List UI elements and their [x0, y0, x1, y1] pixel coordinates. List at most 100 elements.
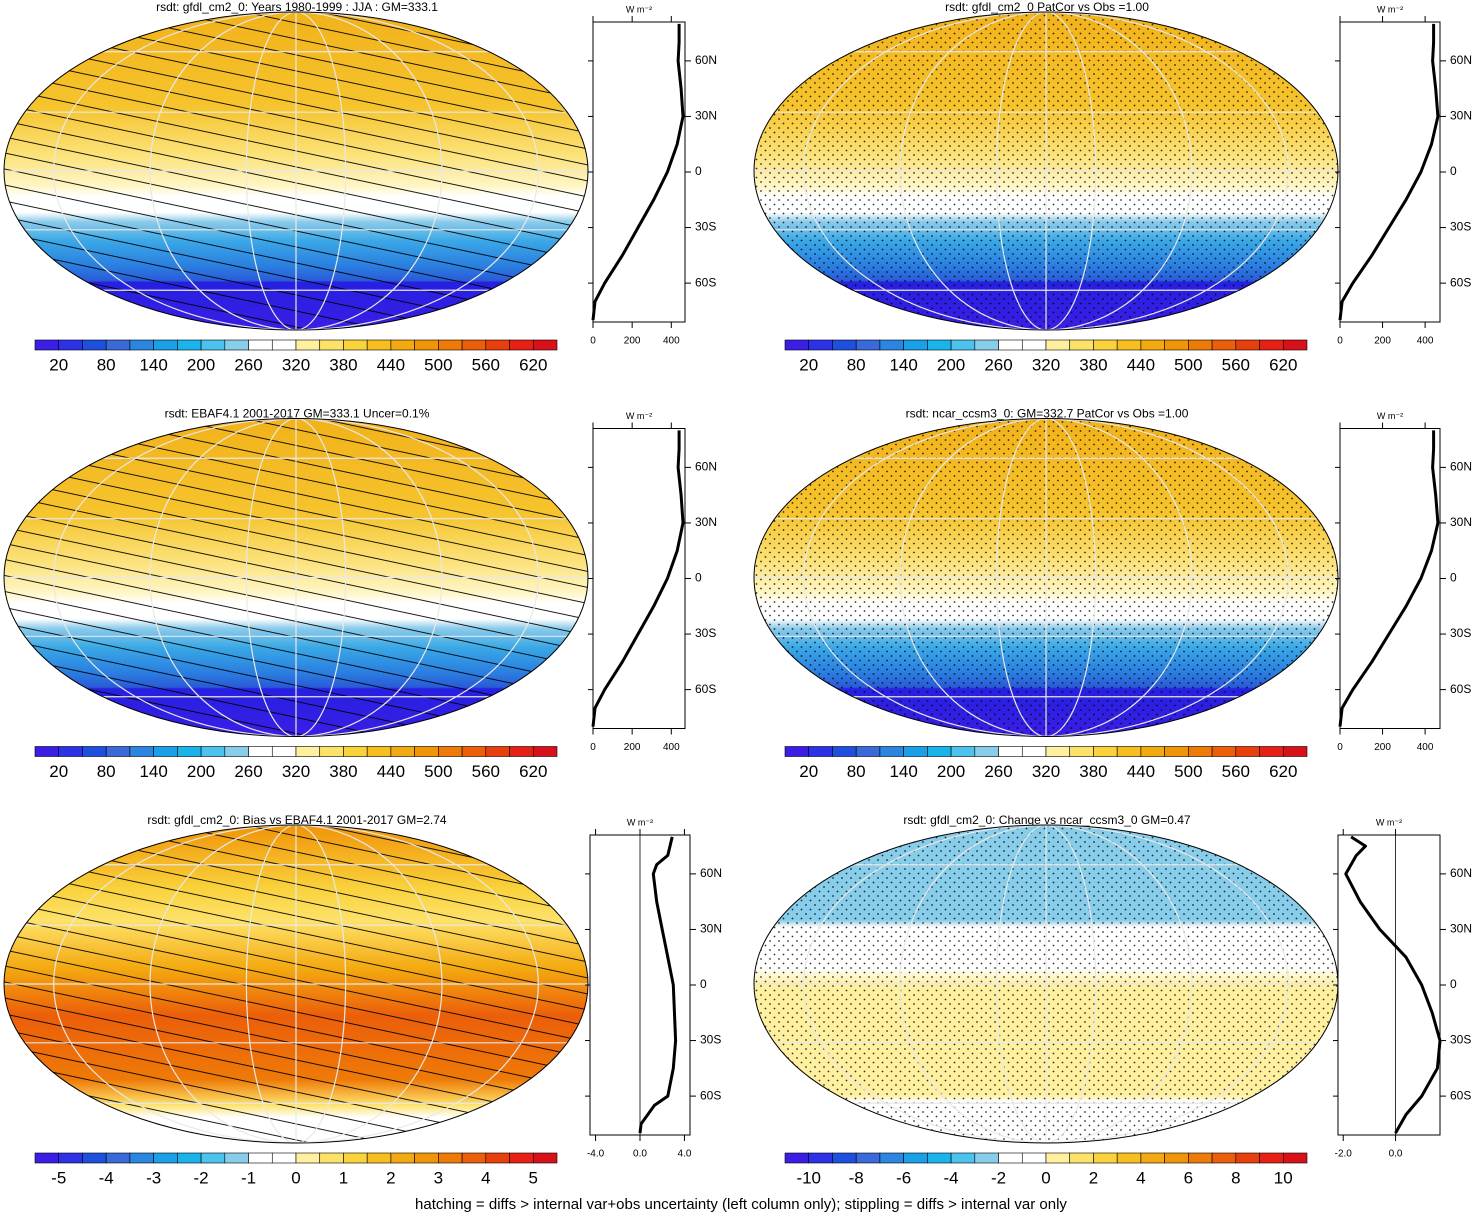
- x-tick-label: 0.0: [633, 1149, 647, 1160]
- colorbar-box: [927, 339, 952, 351]
- colorbar-label: 4: [1136, 1168, 1145, 1187]
- colorbar-box: [200, 1152, 226, 1164]
- colorbar-box: [808, 1152, 833, 1164]
- colorbar-box: [808, 339, 833, 351]
- colorbar-box: [34, 1152, 60, 1164]
- panel: rsdt: gfdl_cm2_0 PatCor vs Obs =1.00 20 80…: [753, 0, 1472, 374]
- colorbar-box: [295, 339, 321, 351]
- x-tick-label: 0: [590, 336, 596, 347]
- colorbar-box: [343, 746, 368, 757]
- profile-frame: [592, 21, 686, 323]
- colorbar-box: [903, 1152, 928, 1164]
- profile-units: W m⁻²: [626, 411, 652, 421]
- colorbar-box: [998, 1152, 1023, 1164]
- colorbar-label: 260: [234, 762, 262, 781]
- x-tick-label: 0: [1337, 742, 1343, 753]
- colorbar-box: [343, 1152, 368, 1164]
- colorbar-box: [34, 339, 60, 351]
- colorbar-label: -1: [241, 1168, 256, 1187]
- colorbar-box: [855, 746, 881, 757]
- colorbar-box: [532, 746, 558, 757]
- colorbar-label: -4: [944, 1168, 959, 1187]
- colorbar-box: [1140, 339, 1165, 351]
- colorbar-label: 140: [889, 762, 917, 781]
- colorbar-box: [105, 339, 131, 351]
- profile-frame: [592, 428, 686, 729]
- colorbar-label: 620: [519, 355, 547, 374]
- colorbar-box: [319, 746, 344, 757]
- colorbar-label: 260: [984, 355, 1012, 374]
- colorbar-box: [1045, 1152, 1071, 1164]
- colorbar-box: [485, 1152, 510, 1164]
- colorbar-box: [366, 1152, 392, 1164]
- colorbar-label: 2: [1089, 1168, 1098, 1187]
- y-tick-label: 30S: [695, 220, 716, 234]
- map-border: [753, 11, 1339, 331]
- colorbar-box: [950, 1152, 976, 1164]
- profile-frame: [1339, 428, 1441, 729]
- colorbar-box: [927, 746, 952, 757]
- colorbar-box: [82, 1152, 107, 1164]
- colorbar-label: 380: [329, 762, 357, 781]
- colorbar-box: [1164, 339, 1189, 351]
- colorbar-box: [1259, 1152, 1284, 1164]
- colorbar-box: [1069, 1152, 1094, 1164]
- colorbar-label: 560: [1222, 355, 1250, 374]
- map: [754, 418, 1338, 737]
- y-tick-label: 60S: [700, 1088, 721, 1102]
- colorbar-label: 440: [1127, 355, 1155, 374]
- y-tick-label: 0: [700, 977, 707, 991]
- colorbar-box: [879, 746, 904, 757]
- colorbar-label: 2: [386, 1168, 395, 1187]
- colorbar-label: 6: [1184, 1168, 1193, 1187]
- x-tick-label: -4.0: [587, 1149, 605, 1160]
- x-tick-label: 400: [663, 336, 680, 347]
- colorbar-label: 80: [97, 355, 116, 374]
- colorbar-box: [177, 746, 202, 757]
- colorbar-label: 620: [519, 762, 547, 781]
- colorbar-box: [1188, 746, 1213, 757]
- colorbar-box: [248, 339, 273, 351]
- colorbar-box: [974, 1152, 999, 1164]
- colorbar-label: -3: [146, 1168, 161, 1187]
- colorbar-label: 440: [377, 762, 405, 781]
- profile-frame: [1339, 21, 1441, 323]
- colorbar-label: 500: [424, 355, 452, 374]
- y-tick-label: 30N: [700, 922, 722, 936]
- y-tick-label: 0: [695, 571, 702, 585]
- colorbar-box: [1282, 1152, 1308, 1164]
- colorbar-box: [1235, 1152, 1260, 1164]
- colorbar-box: [855, 1152, 881, 1164]
- colorbar-box: [1021, 746, 1047, 757]
- colorbar-box: [879, 339, 904, 351]
- map-border: [3, 418, 589, 737]
- x-tick-label: 400: [1417, 742, 1434, 753]
- panel-title: rsdt: gfdl_cm2_0 PatCor vs Obs =1.00: [945, 0, 1149, 14]
- colorbar-box: [509, 746, 534, 757]
- colorbar-box: [485, 746, 510, 757]
- colorbar-box: [177, 1152, 202, 1164]
- colorbar-box: [343, 339, 368, 351]
- colorbar-label: 20: [799, 355, 818, 374]
- colorbar-label: 380: [1079, 762, 1107, 781]
- colorbar-label: 80: [847, 762, 866, 781]
- panel: rsdt: ncar_ccsm3_0: GM=332.7 PatCor vs O…: [753, 407, 1472, 781]
- y-tick-label: 30S: [695, 626, 716, 640]
- x-tick-label: -2.0: [1335, 1149, 1353, 1160]
- colorbar-box: [105, 1152, 131, 1164]
- colorbar-label: 140: [889, 355, 917, 374]
- y-tick-label: 60S: [1450, 275, 1471, 289]
- panel-title: rsdt: ncar_ccsm3_0: GM=332.7 PatCor vs O…: [906, 407, 1189, 421]
- colorbar-box: [224, 746, 249, 757]
- colorbar-box: [1021, 339, 1047, 351]
- colorbar-box: [1140, 1152, 1165, 1164]
- colorbar-label: 4: [481, 1168, 490, 1187]
- colorbar-label: 140: [139, 355, 167, 374]
- panel: rsdt: gfdl_cm2_0: Bias vs EBAF4.1 2001-2…: [3, 813, 722, 1187]
- profile-line: [591, 23, 685, 321]
- colorbar-label: 260: [984, 762, 1012, 781]
- footer: hatching = diffs > internal var+obs unce…: [415, 1196, 1067, 1213]
- x-tick-label: 200: [1374, 742, 1391, 753]
- colorbar-box: [248, 746, 273, 757]
